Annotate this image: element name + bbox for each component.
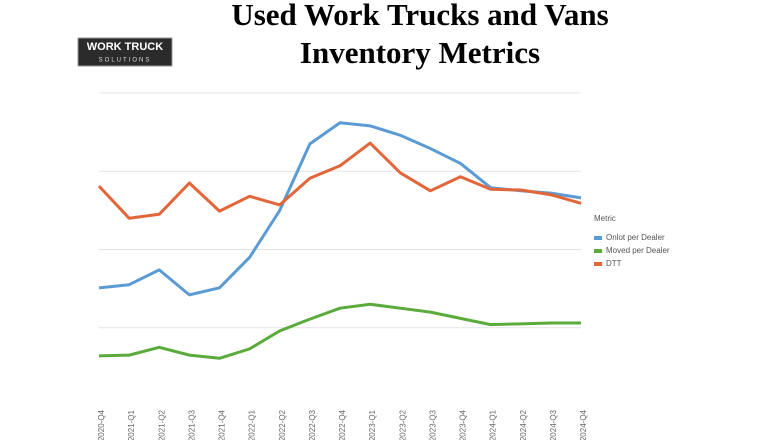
legend-label: Onlot per Dealer [606, 233, 665, 242]
chart-title: Inventory Metrics [300, 35, 540, 70]
x-tick-label: 2022-Q4 [338, 409, 347, 440]
legend-swatch [594, 236, 602, 240]
x-tick-label: 2022-Q3 [308, 409, 317, 440]
x-tick-label: 2021-Q3 [187, 409, 196, 440]
legend-swatch [594, 262, 602, 266]
legend-label: Moved per Dealer [606, 246, 670, 255]
x-tick-label: 2021-Q4 [218, 409, 227, 440]
logo-text: WORK TRUCK [87, 41, 163, 53]
x-tick-label: 2022-Q1 [248, 409, 257, 440]
x-tick-label: 2023-Q4 [459, 409, 468, 440]
x-tick-label: 2023-Q1 [368, 409, 377, 440]
series-line [98, 302, 581, 360]
x-tick-label: 2024-Q3 [549, 409, 558, 440]
x-tick-label: 2021-Q2 [157, 409, 166, 440]
x-tick-label: 2023-Q2 [398, 409, 407, 440]
x-tick-label: 2024-Q4 [579, 409, 588, 440]
legend-swatch [594, 249, 602, 253]
legend-title: Metric [594, 214, 616, 223]
legend-label: DTT [606, 259, 622, 268]
x-tick-label: 2022-Q2 [278, 409, 287, 440]
x-tick-label: 2020-Q4 [97, 409, 106, 440]
x-tick-label: 2021-Q1 [127, 409, 136, 440]
logo-box [77, 37, 173, 67]
logo-subtext: SOLUTIONS [99, 58, 152, 64]
series-line [98, 121, 582, 297]
logo: WORK TRUCK SOLUTIONS [77, 37, 173, 67]
x-tick-label: 2024-Q2 [519, 409, 528, 440]
series-line [97, 141, 582, 220]
x-tick-label: 2023-Q3 [428, 409, 437, 440]
chart-title: Used Work Trucks and Vans [231, 0, 608, 32]
x-tick-label: 2024-Q1 [489, 409, 498, 440]
